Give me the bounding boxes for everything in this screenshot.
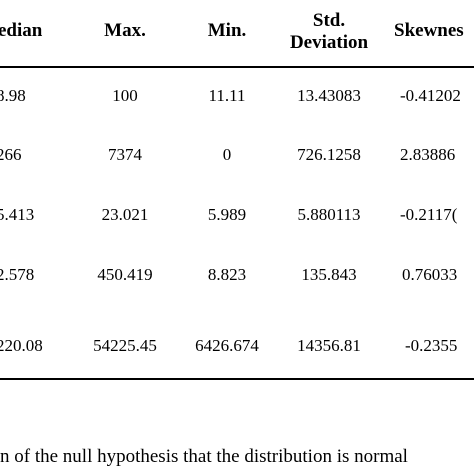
cell-median: 220.08	[0, 336, 43, 355]
table-footnote: n of the null hypothesis that the distri…	[0, 446, 408, 467]
cell-max: 23.021	[101, 205, 149, 224]
header-std-line1: Std.	[312, 10, 346, 31]
bottom-rule	[0, 378, 474, 380]
cell-skew: 0.76033	[402, 265, 458, 284]
header-median: edian	[0, 20, 43, 41]
cell-max: 54225.45	[93, 336, 157, 355]
cell-skew: -0.41202	[400, 86, 461, 105]
cell-std: 13.43083	[297, 86, 361, 105]
cell-min: 11.11	[208, 86, 246, 105]
cell-min: 8.823	[207, 265, 247, 284]
cell-skew: -0.2117(	[400, 205, 458, 224]
cell-std: 5.880113	[297, 205, 361, 224]
cell-max: 7374	[108, 145, 142, 164]
header-rule	[0, 66, 474, 68]
cell-max: 100	[112, 86, 138, 105]
header-skewness: Skewnes	[394, 20, 464, 41]
header-max: Max.	[104, 20, 146, 41]
cell-median: 8.98	[0, 86, 26, 105]
cell-std: 14356.81	[297, 336, 361, 355]
cell-min: 5.989	[207, 205, 247, 224]
cell-min: 0	[222, 145, 232, 164]
cell-skew: 2.83886	[400, 145, 456, 164]
cell-std: 135.843	[301, 265, 357, 284]
cell-max: 450.419	[97, 265, 153, 284]
cell-std: 726.1258	[297, 145, 361, 164]
cell-skew: -0.2355	[405, 336, 458, 355]
header-std-line2: Deviation	[289, 32, 369, 53]
cell-median: 266	[0, 145, 22, 164]
cell-median: 2.578	[0, 265, 35, 284]
cell-median: 5.413	[0, 205, 35, 224]
cell-min: 6426.674	[195, 336, 259, 355]
header-min: Min.	[207, 20, 247, 41]
